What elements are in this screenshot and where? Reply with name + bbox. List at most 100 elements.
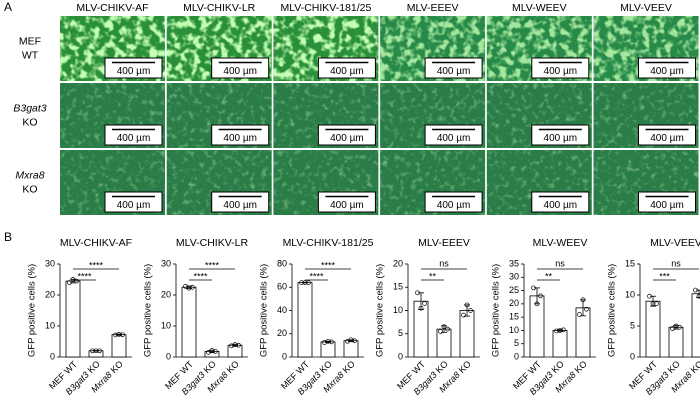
- scale-label: 400 µm: [437, 200, 471, 211]
- bar: [65, 280, 81, 358]
- replicate-point: [554, 328, 559, 334]
- replicate-point: [557, 328, 563, 333]
- replicate-point: [422, 301, 427, 306]
- replicate-point: [468, 308, 473, 313]
- scale-label: 400 µm: [117, 66, 151, 77]
- bar: [111, 334, 127, 358]
- replicate-point: [438, 329, 443, 334]
- scale-label: 400 µm: [223, 66, 257, 77]
- bar: [181, 286, 197, 358]
- row-label: WT: [22, 49, 39, 61]
- significance-label: ****: [205, 260, 220, 270]
- row-label: KO: [22, 116, 37, 128]
- bar: [297, 282, 313, 358]
- y-axis-label: GFP positive cells (%): [143, 264, 154, 357]
- y-tick-label: 5: [514, 338, 519, 348]
- y-tick-label: 0: [514, 351, 519, 361]
- scale-label: 400 µm: [437, 66, 471, 77]
- y-tick-label: 10: [393, 305, 403, 315]
- replicate-point: [538, 293, 543, 299]
- scale-label: 400 µm: [544, 66, 578, 77]
- replicate-point: [584, 306, 589, 312]
- significance-label: **: [429, 271, 437, 281]
- replicate-point: [113, 332, 118, 338]
- significance-label: ****: [321, 260, 336, 270]
- y-tick-label: 20: [45, 289, 55, 299]
- significance-label: ns: [671, 258, 681, 268]
- y-tick-label: 20: [277, 328, 287, 338]
- significance-label: ****: [309, 271, 324, 281]
- column-title: MLV-EEEV: [407, 2, 459, 14]
- replicate-point: [693, 287, 698, 293]
- replicate-point: [236, 342, 241, 348]
- replicate-point: [352, 338, 357, 344]
- scale-label: 400 µm: [330, 133, 364, 144]
- bar: [645, 300, 661, 358]
- row-label: Mxra8: [15, 169, 44, 181]
- column-title: MLV-CHIKV-181/25: [280, 2, 371, 14]
- replicate-point: [696, 293, 700, 299]
- y-tick-label: 10: [45, 320, 55, 330]
- bar: [668, 326, 684, 358]
- column-title: MLV-VEEV: [620, 2, 672, 14]
- significance-label: **: [545, 271, 553, 281]
- replicate-point: [580, 297, 586, 303]
- scale-label: 400 µm: [330, 200, 364, 211]
- scale-label: 400 µm: [544, 133, 578, 144]
- replicate-point: [183, 283, 188, 289]
- scale-label: 400 µm: [544, 200, 578, 211]
- significance-label: ****: [77, 271, 92, 281]
- replicate-point: [329, 339, 334, 345]
- bar: [552, 330, 568, 358]
- y-tick-label: 0: [50, 351, 55, 361]
- significance-label: ****: [193, 271, 208, 281]
- replicate-point: [561, 327, 566, 333]
- y-tick-label: 10: [625, 289, 635, 299]
- bar: [459, 310, 475, 358]
- y-tick-label: 30: [161, 258, 171, 268]
- replicate-point: [325, 338, 331, 344]
- replicate-point: [415, 290, 420, 296]
- scale-label: 400 µm: [117, 133, 151, 144]
- y-axis-label: GFP positive cells (%): [607, 264, 618, 357]
- column-title: MLV-CHIKV-AF: [76, 2, 148, 14]
- replicate-point: [461, 312, 466, 318]
- replicate-point: [299, 280, 304, 285]
- replicate-point: [302, 280, 308, 285]
- row-label: B3gat3: [13, 102, 46, 114]
- chart-title: MLV-EEEV: [418, 237, 470, 249]
- chart-title: MLV-CHIKV-AF: [60, 237, 132, 249]
- scale-label: 400 µm: [117, 200, 151, 211]
- bar: [529, 295, 545, 358]
- scale-label: 400 µm: [650, 66, 684, 77]
- y-tick-label: 0: [282, 351, 287, 361]
- scale-label: 400 µm: [223, 133, 257, 144]
- y-axis-label: GFP positive cells (%): [259, 264, 270, 357]
- replicate-point: [206, 350, 211, 355]
- replicate-point: [670, 326, 675, 331]
- chart-title: MLV-CHIKV-LR: [176, 237, 249, 249]
- y-tick-label: 20: [393, 258, 403, 268]
- y-tick-label: 60: [277, 282, 287, 292]
- column-title: MLV-WEEV: [512, 2, 567, 14]
- panel-label: B: [4, 230, 12, 244]
- replicate-point: [190, 284, 195, 290]
- y-tick-label: 5: [630, 320, 635, 330]
- replicate-point: [93, 348, 99, 354]
- chart-title: MLV-WEEV: [533, 237, 588, 249]
- row-label: KO: [22, 183, 37, 195]
- y-tick-label: 0: [166, 351, 171, 361]
- significance-label: ****: [89, 260, 104, 270]
- y-tick-label: 15: [625, 258, 635, 268]
- y-tick-label: 30: [509, 272, 519, 282]
- y-tick-label: 30: [45, 258, 55, 268]
- y-tick-label: 40: [277, 305, 287, 315]
- y-tick-label: 15: [393, 282, 403, 292]
- y-tick-label: 0: [398, 351, 403, 361]
- scale-label: 400 µm: [650, 133, 684, 144]
- y-axis-label: GFP positive cells (%): [375, 264, 386, 357]
- replicate-point: [116, 332, 122, 337]
- scale-label: 400 µm: [223, 200, 257, 211]
- bar: [691, 293, 700, 358]
